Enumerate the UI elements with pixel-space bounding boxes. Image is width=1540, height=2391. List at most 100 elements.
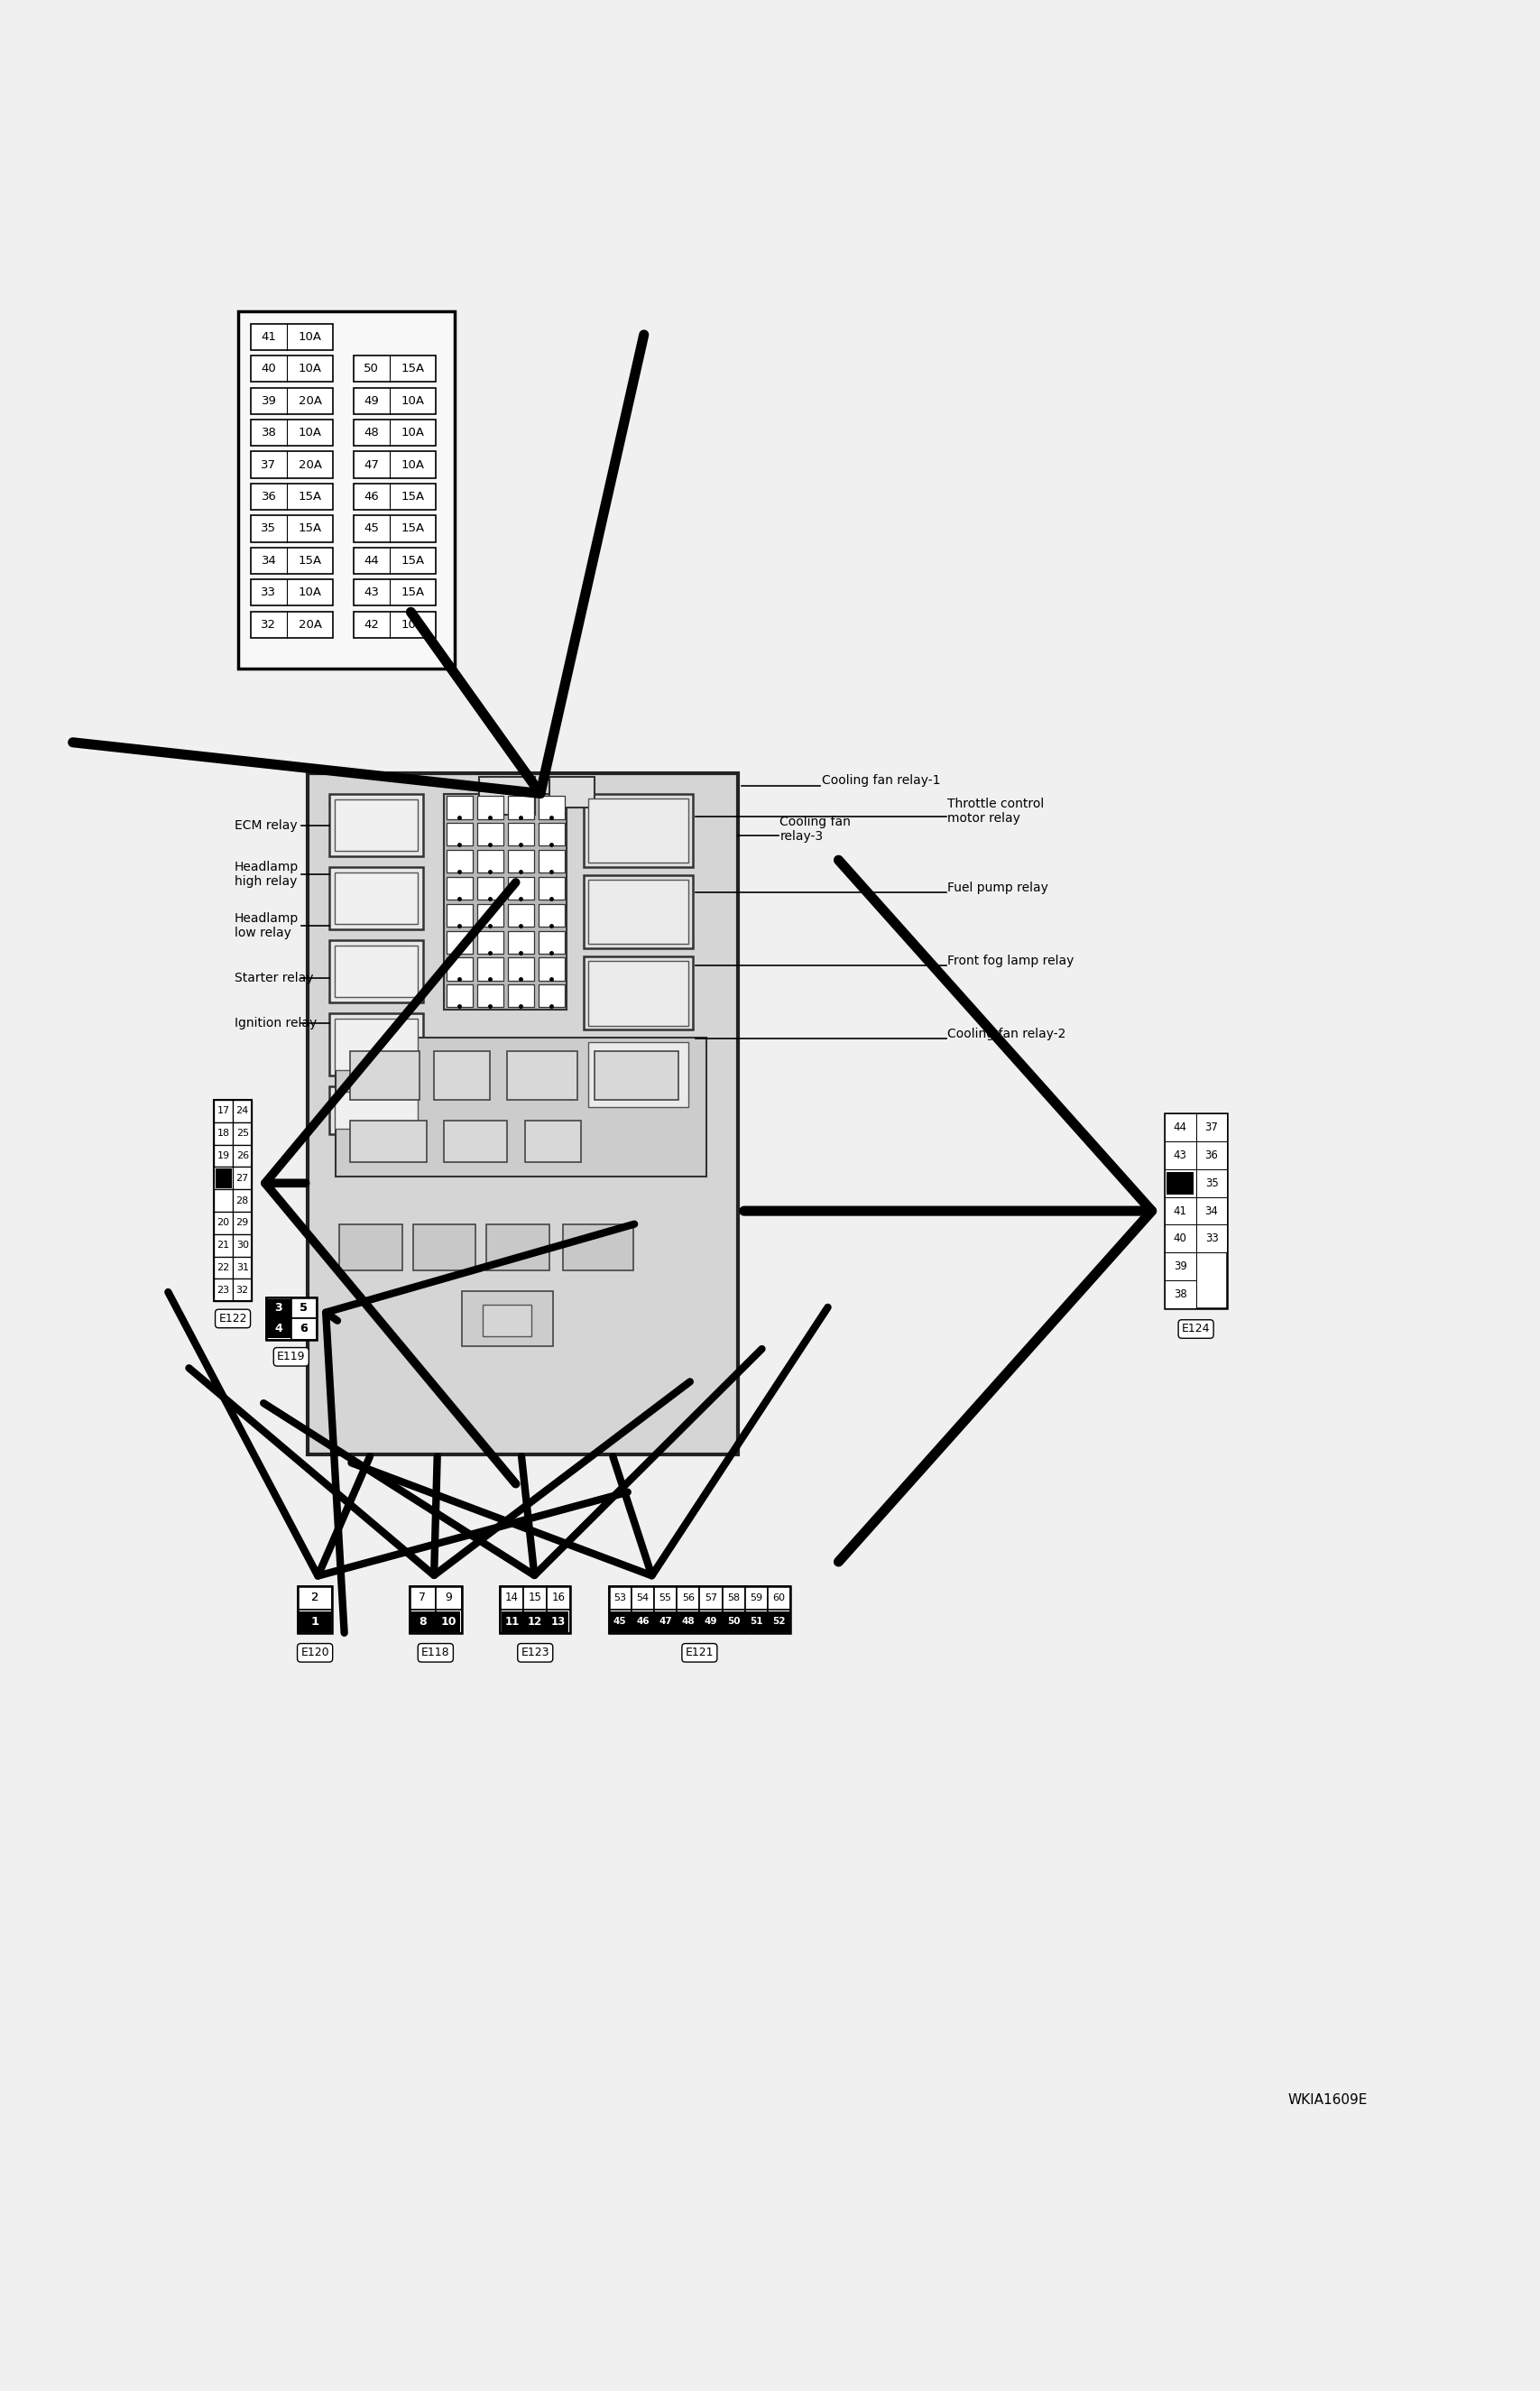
- Text: 10: 10: [442, 1616, 456, 1628]
- Bar: [477, 796, 504, 820]
- Bar: [447, 796, 473, 820]
- Bar: [350, 1052, 419, 1100]
- Bar: [507, 823, 534, 846]
- Text: 15: 15: [528, 1592, 542, 1604]
- Bar: [410, 1585, 462, 1633]
- Bar: [447, 823, 473, 846]
- Text: 2: 2: [311, 1592, 319, 1604]
- Bar: [548, 777, 594, 808]
- Text: 46: 46: [636, 1616, 648, 1626]
- Bar: [1166, 1172, 1194, 1193]
- Text: 45: 45: [363, 524, 379, 536]
- Bar: [444, 1121, 507, 1162]
- Bar: [507, 796, 534, 820]
- Bar: [268, 1298, 291, 1339]
- Text: 47: 47: [659, 1616, 671, 1626]
- Bar: [562, 1224, 633, 1270]
- Bar: [334, 1090, 417, 1129]
- Bar: [1164, 1198, 1195, 1224]
- Text: 49: 49: [363, 395, 379, 406]
- Bar: [434, 1052, 490, 1100]
- Bar: [214, 1279, 233, 1301]
- Text: Throttle control
motor relay: Throttle control motor relay: [947, 799, 1044, 825]
- Text: 37: 37: [260, 459, 276, 471]
- Text: 20A: 20A: [299, 459, 322, 471]
- Bar: [699, 1585, 722, 1609]
- Text: 10A: 10A: [400, 619, 425, 631]
- Text: 8: 8: [419, 1616, 427, 1628]
- Bar: [447, 851, 473, 873]
- Bar: [1164, 1114, 1227, 1308]
- Bar: [251, 548, 333, 574]
- Text: 50: 50: [727, 1616, 739, 1626]
- Text: ECM relay: ECM relay: [234, 820, 297, 832]
- Bar: [334, 799, 417, 851]
- Bar: [479, 777, 534, 815]
- Text: 10A: 10A: [400, 459, 425, 471]
- Text: 38: 38: [262, 428, 276, 438]
- Text: E124: E124: [1181, 1322, 1209, 1334]
- Text: E123: E123: [521, 1647, 550, 1659]
- Bar: [507, 877, 534, 899]
- Text: 45: 45: [613, 1616, 627, 1626]
- Bar: [251, 323, 333, 349]
- Bar: [233, 1121, 253, 1145]
- Bar: [653, 1609, 676, 1633]
- Text: 38: 38: [1173, 1289, 1186, 1301]
- Bar: [328, 940, 424, 1002]
- Bar: [477, 959, 504, 980]
- Bar: [537, 823, 564, 846]
- Bar: [410, 1609, 436, 1633]
- Bar: [328, 1014, 424, 1076]
- Bar: [584, 956, 691, 1031]
- Text: 10A: 10A: [400, 395, 425, 406]
- Text: 15A: 15A: [400, 363, 425, 375]
- Text: Fuel pump relay: Fuel pump relay: [947, 882, 1049, 894]
- Text: 39: 39: [262, 395, 276, 406]
- Text: 28: 28: [236, 1196, 249, 1205]
- Bar: [524, 1609, 547, 1633]
- Text: 14: 14: [505, 1592, 519, 1604]
- Bar: [334, 944, 417, 997]
- Bar: [767, 1609, 790, 1633]
- Bar: [676, 1609, 699, 1633]
- Text: 9: 9: [445, 1592, 451, 1604]
- Bar: [251, 452, 333, 478]
- Text: 34: 34: [262, 555, 276, 567]
- Text: 51: 51: [750, 1616, 762, 1626]
- Bar: [353, 483, 436, 509]
- Text: 11: 11: [505, 1616, 519, 1628]
- Text: 40: 40: [262, 363, 276, 375]
- Bar: [477, 985, 504, 1007]
- Text: 48: 48: [681, 1616, 695, 1626]
- Bar: [594, 1052, 678, 1100]
- Bar: [436, 1609, 462, 1633]
- Text: 51: 51: [750, 1616, 762, 1626]
- Bar: [266, 1298, 316, 1339]
- Bar: [507, 904, 534, 928]
- Bar: [524, 1585, 547, 1609]
- Bar: [233, 1279, 253, 1301]
- Bar: [237, 311, 454, 669]
- Bar: [266, 1317, 291, 1339]
- Bar: [767, 1585, 790, 1609]
- Text: 35: 35: [1204, 1176, 1218, 1188]
- Bar: [500, 1585, 570, 1633]
- Bar: [500, 1585, 524, 1609]
- Text: 33: 33: [260, 586, 276, 598]
- Text: 32: 32: [260, 619, 276, 631]
- Bar: [214, 1145, 233, 1167]
- Bar: [537, 796, 564, 820]
- Bar: [1195, 1114, 1227, 1141]
- Text: 19: 19: [217, 1150, 229, 1160]
- Text: 42: 42: [363, 619, 379, 631]
- Bar: [251, 612, 333, 638]
- Bar: [537, 930, 564, 954]
- Bar: [214, 1212, 233, 1234]
- Text: 54: 54: [636, 1592, 648, 1602]
- Text: 12: 12: [528, 1616, 542, 1628]
- Bar: [653, 1585, 676, 1609]
- Text: 47: 47: [363, 459, 379, 471]
- Bar: [1164, 1282, 1195, 1308]
- Text: 21: 21: [217, 1241, 229, 1250]
